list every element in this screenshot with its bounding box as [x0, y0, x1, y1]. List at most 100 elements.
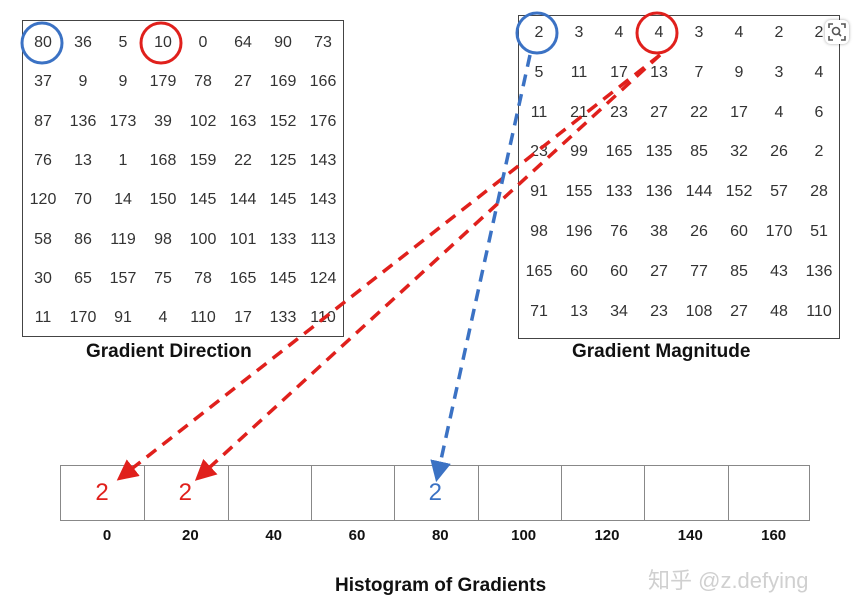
gradient-direction-caption: Gradient Direction	[86, 341, 252, 362]
matrix-cell: 110	[190, 309, 216, 327]
matrix-cell: 38	[650, 223, 668, 240]
matrix-cell: 17	[610, 63, 628, 81]
matrix-cell: 86	[74, 230, 92, 248]
matrix-cell: 11	[530, 103, 548, 121]
matrix-cell: 159	[189, 151, 217, 169]
matrix-cell: 23	[610, 103, 628, 121]
matrix-cell: 119	[110, 230, 136, 248]
matrix-cell: 169	[269, 73, 297, 91]
matrix-cell: 70	[74, 191, 92, 209]
matrix-cell: 76	[34, 151, 52, 169]
matrix-cell: 17	[234, 309, 252, 327]
matrix-cell: 77	[690, 262, 708, 280]
matrix-cell: 136	[645, 183, 673, 201]
matrix-cell: 98	[154, 230, 172, 248]
matrix-cell: 57	[770, 183, 788, 201]
matrix-cell: 165	[229, 269, 257, 287]
blue-arrow-to-bin-80	[430, 54, 532, 483]
matrix-cell: 6	[814, 103, 824, 121]
matrix-cell: 100	[189, 230, 217, 248]
matrix-cell: 2	[814, 24, 824, 41]
matrix-cell: 152	[269, 112, 297, 130]
matrix-cell: 7	[694, 63, 704, 81]
matrix-cell: 64	[234, 34, 252, 51]
matrix-cell: 60	[730, 223, 748, 240]
matrix-cell: 30	[34, 269, 52, 287]
matrix-cell: 5	[534, 63, 544, 81]
matrix-cell: 34	[610, 302, 628, 320]
matrix-cell: 145	[269, 269, 297, 287]
matrix-cell: 17	[730, 103, 748, 121]
bin-label: 60	[348, 527, 366, 544]
histogram-title: Histogram of Gradients	[335, 575, 547, 596]
bin-label: 0	[102, 527, 112, 544]
matrix-cell: 168	[149, 151, 177, 169]
matrix-cell: 80	[34, 34, 52, 51]
matrix-cell: 39	[154, 112, 172, 130]
matrix-cell: 23	[650, 302, 668, 320]
matrix-cell: 196	[565, 223, 593, 240]
matrix-cell: 13	[74, 151, 92, 169]
matrix-cell: 2	[774, 24, 784, 41]
bin-divider	[644, 466, 646, 520]
matrix-cell: 170	[765, 223, 793, 240]
matrix-cell: 4	[614, 24, 624, 41]
matrix-cell: 32	[730, 143, 748, 161]
matrix-cell: 165	[605, 143, 633, 161]
matrix-cell: 165	[525, 262, 553, 280]
direction-10-circle	[139, 21, 183, 65]
matrix-cell: 26	[770, 143, 788, 161]
matrix-cell: 98	[530, 223, 548, 240]
matrix-cell: 22	[234, 151, 252, 169]
bin-divider	[560, 466, 562, 520]
matrix-cell: 150	[149, 191, 177, 209]
matrix-cell: 133	[605, 183, 633, 201]
matrix-cell: 90	[274, 34, 292, 51]
matrix-cell: 13	[570, 302, 588, 320]
matrix-cell: 60	[570, 262, 588, 280]
matrix-cell: 85	[690, 143, 708, 161]
bin-value: 2	[428, 479, 442, 506]
matrix-cell: 166	[309, 73, 337, 91]
matrix-cell: 78	[194, 73, 212, 91]
magnitude-4-circle	[635, 11, 679, 55]
bin-label: 100	[511, 527, 537, 544]
matrix-cell: 4	[654, 24, 664, 41]
matrix-cell: 91	[114, 309, 132, 327]
matrix-cell: 27	[650, 262, 668, 280]
bin-label: 80	[431, 527, 449, 544]
matrix-cell: 51	[810, 223, 828, 240]
magnitude-2-circle	[515, 11, 559, 55]
matrix-cell: 4	[814, 63, 824, 81]
matrix-cell: 179	[149, 73, 177, 91]
matrix-cell: 144	[229, 191, 257, 209]
matrix-cell: 157	[109, 269, 137, 287]
bin-label: 40	[265, 527, 282, 544]
matrix-cell: 143	[309, 151, 337, 169]
matrix-cell: 124	[309, 269, 337, 287]
matrix-cell: 21	[570, 103, 588, 121]
matrix-cell: 113	[310, 230, 336, 248]
matrix-cell: 4	[774, 103, 784, 121]
matrix-cell: 9	[118, 73, 128, 91]
bin-value: 2	[178, 479, 192, 506]
bin-value: 2	[95, 479, 109, 506]
matrix-cell: 87	[34, 112, 52, 130]
matrix-cell: 136	[69, 112, 97, 130]
bin-label: 120	[594, 527, 620, 544]
matrix-cell: 10	[154, 34, 172, 51]
matrix-cell: 163	[229, 112, 257, 130]
matrix-cell: 110	[806, 302, 832, 320]
lens-search-icon[interactable]	[825, 20, 849, 44]
matrix-cell: 14	[114, 191, 132, 209]
matrix-cell: 145	[269, 191, 297, 209]
matrix-cell: 145	[189, 191, 217, 209]
bin-divider	[144, 466, 146, 520]
matrix-cell: 2	[534, 24, 544, 41]
direction-80-circle	[20, 21, 64, 65]
bin-divider	[477, 466, 479, 520]
red-arrow-to-bin-0	[116, 53, 662, 481]
matrix-cell: 176	[309, 112, 337, 130]
matrix-cell: 13	[650, 63, 668, 81]
